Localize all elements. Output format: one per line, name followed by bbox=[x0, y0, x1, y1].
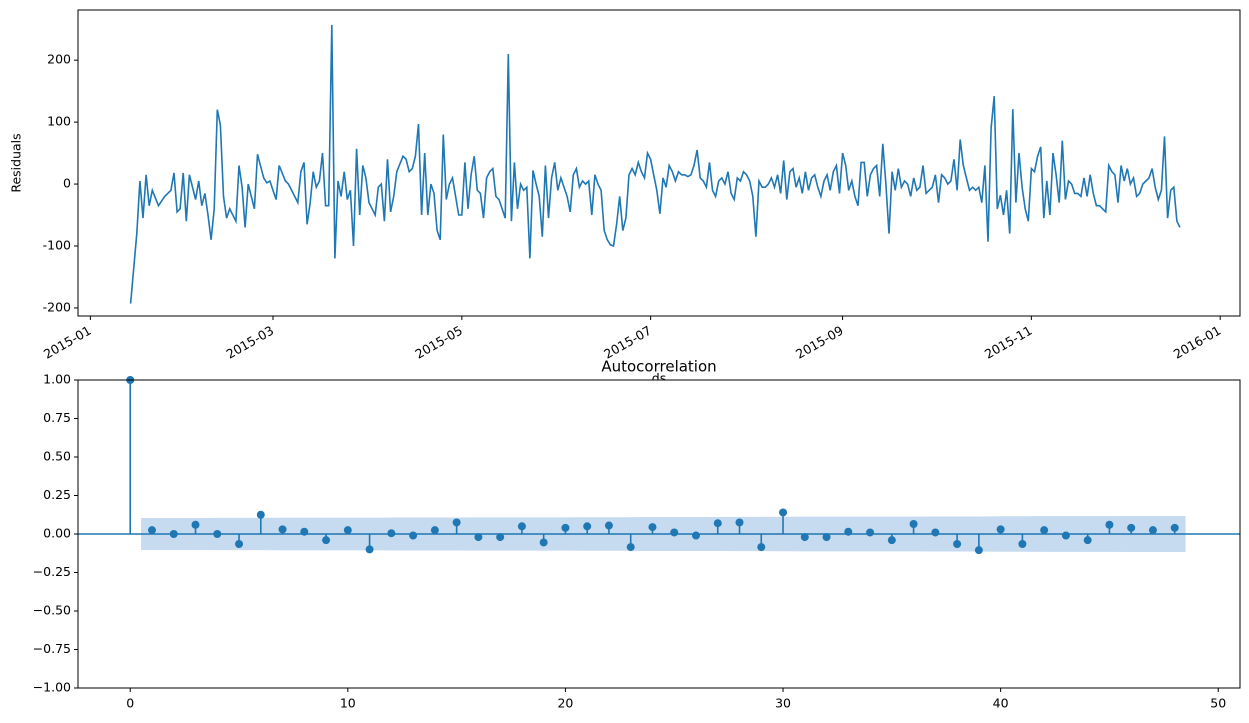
x-tick-label: 2015-11 bbox=[982, 323, 1035, 362]
stem-marker bbox=[779, 508, 788, 517]
residual-line bbox=[129, 24, 1181, 304]
stem-marker bbox=[300, 527, 309, 536]
x-tick-label: 20 bbox=[557, 696, 573, 711]
y-tick-label: 1.00 bbox=[43, 372, 71, 387]
x-tick-label: 30 bbox=[775, 696, 791, 711]
stem-marker bbox=[1105, 520, 1114, 529]
stem-marker bbox=[387, 529, 396, 538]
stem-marker bbox=[213, 530, 222, 538]
stem-marker bbox=[343, 526, 352, 535]
axes-frame bbox=[77, 9, 1241, 317]
stem-marker bbox=[1061, 531, 1070, 540]
stem-marker bbox=[278, 525, 287, 534]
stem-marker bbox=[1148, 526, 1157, 535]
stem-marker bbox=[561, 523, 570, 532]
y-tick-label: −0.25 bbox=[33, 564, 71, 579]
stem-marker bbox=[256, 510, 265, 519]
x-tick-label: 2015-03 bbox=[224, 323, 277, 362]
stem-marker bbox=[169, 530, 178, 538]
stem-marker bbox=[670, 528, 679, 537]
stem-marker bbox=[974, 546, 983, 555]
stem-marker bbox=[539, 538, 548, 547]
y-tick-label: 0.75 bbox=[43, 410, 71, 425]
stem-marker bbox=[583, 522, 592, 531]
chart-title: Autocorrelation bbox=[601, 358, 716, 376]
stem-marker bbox=[235, 540, 244, 549]
x-tick-label: 2015-09 bbox=[793, 323, 846, 362]
stem-marker bbox=[191, 520, 200, 529]
x-tick-label: 2015-05 bbox=[412, 323, 465, 362]
stem-marker bbox=[713, 519, 722, 528]
stem-marker bbox=[800, 533, 809, 542]
x-tick-label: 0 bbox=[126, 696, 134, 711]
stem-marker bbox=[909, 519, 918, 528]
y-tick-label: 0.50 bbox=[43, 449, 71, 464]
stem-marker bbox=[322, 536, 331, 545]
stem-marker bbox=[604, 521, 613, 530]
stem-marker bbox=[430, 526, 439, 535]
y-axis-label: Residuals bbox=[9, 133, 24, 192]
y-tick-label: −1.00 bbox=[33, 680, 71, 695]
y-tick-label: -200 bbox=[43, 299, 71, 314]
y-tick-label: 0.25 bbox=[43, 487, 71, 502]
stem-marker bbox=[866, 528, 875, 537]
stem-marker bbox=[1083, 536, 1092, 545]
stem-marker bbox=[452, 518, 461, 527]
x-tick-label: 2016-01 bbox=[1171, 323, 1224, 362]
stem-marker bbox=[147, 526, 156, 535]
y-tick-label: −0.75 bbox=[33, 641, 71, 656]
axes-frame bbox=[77, 379, 1241, 689]
y-tick-label: 0.00 bbox=[43, 526, 71, 541]
x-tick-label: 2015-01 bbox=[41, 323, 94, 362]
stem-marker bbox=[517, 522, 526, 531]
stem-marker bbox=[1170, 523, 1179, 532]
y-tick-label: 200 bbox=[47, 52, 71, 67]
stem-marker bbox=[1127, 523, 1136, 532]
stem-marker bbox=[953, 540, 962, 549]
x-tick-label: 10 bbox=[340, 696, 356, 711]
stem-marker bbox=[735, 518, 744, 527]
stem-marker bbox=[496, 533, 505, 542]
stem-marker bbox=[1018, 540, 1027, 549]
y-tick-label: -100 bbox=[43, 238, 71, 253]
stem-marker bbox=[648, 523, 657, 532]
stem-marker bbox=[1040, 526, 1049, 535]
stem-marker bbox=[931, 528, 940, 537]
stem-marker bbox=[409, 531, 418, 540]
stem-marker bbox=[365, 545, 374, 554]
x-tick-label: 50 bbox=[1210, 696, 1226, 711]
y-tick-label: −0.50 bbox=[33, 603, 71, 618]
y-tick-label: 100 bbox=[47, 114, 71, 129]
stem-marker bbox=[844, 527, 853, 536]
stem-marker bbox=[626, 543, 635, 552]
axes-background bbox=[78, 10, 1240, 316]
stem-marker bbox=[691, 531, 700, 540]
stem-marker bbox=[887, 536, 896, 545]
x-tick-label: 2015-07 bbox=[601, 323, 654, 362]
stem-marker bbox=[822, 533, 831, 542]
y-tick-label: 0 bbox=[63, 176, 71, 191]
stem-marker bbox=[757, 543, 766, 552]
x-tick-label: 40 bbox=[993, 696, 1009, 711]
stem-marker bbox=[474, 533, 483, 542]
stem-marker bbox=[996, 525, 1005, 534]
